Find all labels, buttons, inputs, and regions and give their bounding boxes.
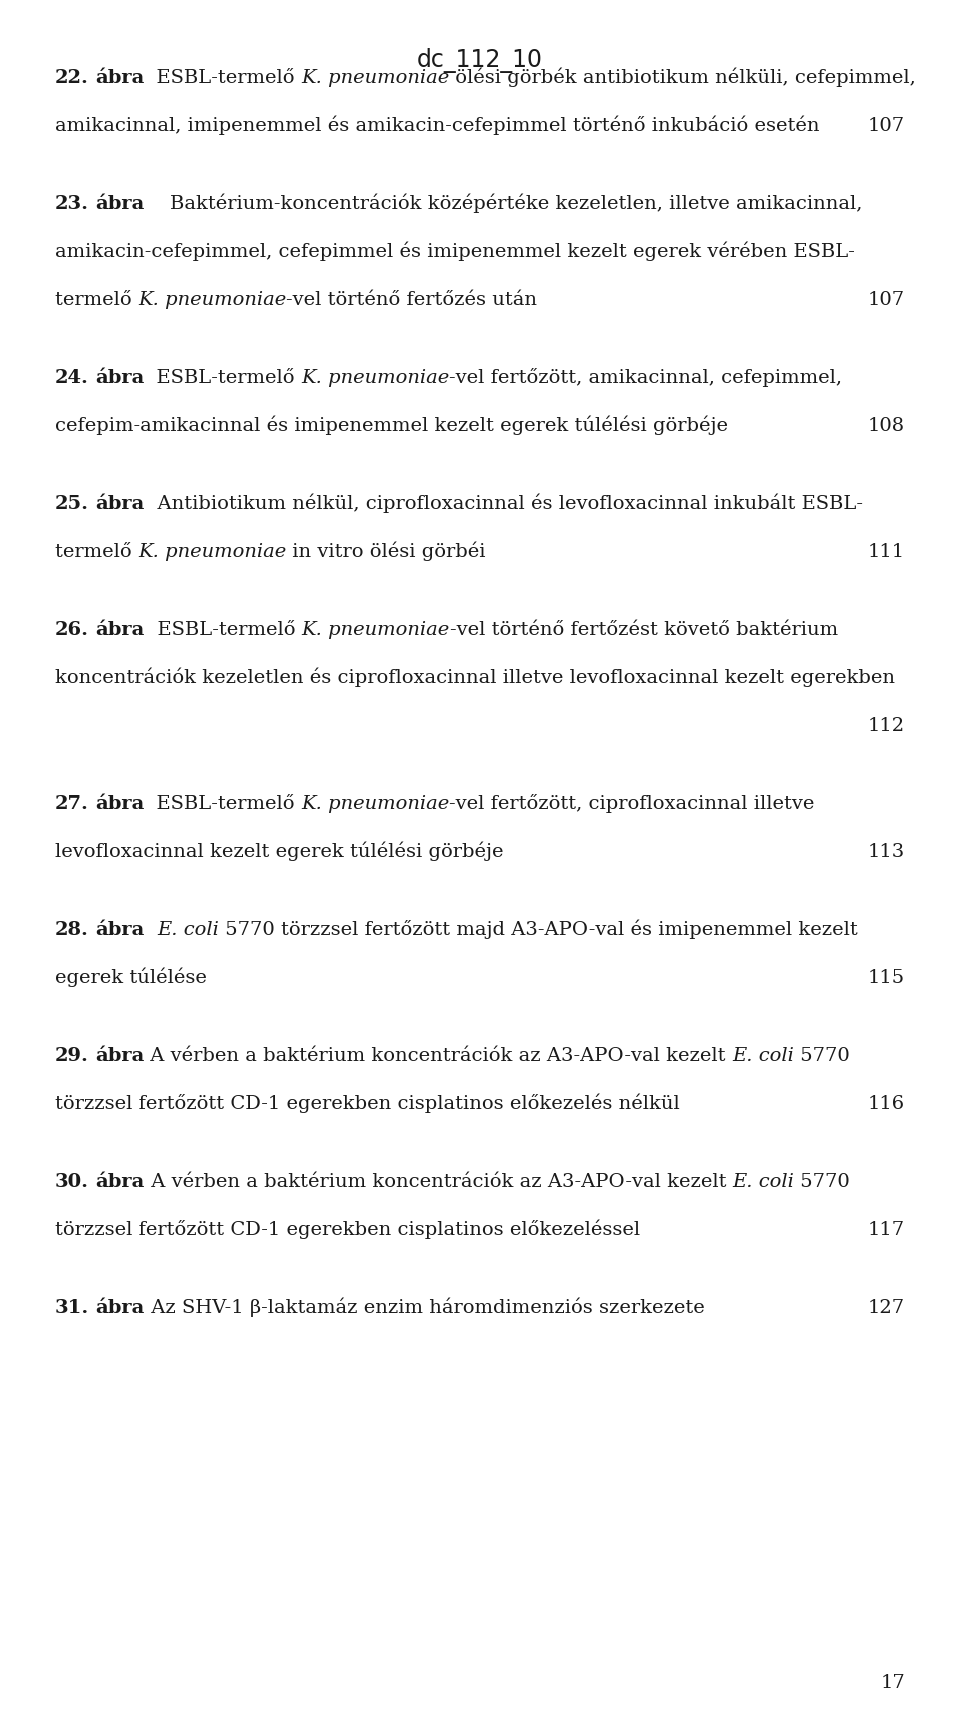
Text: ábra: ábra: [95, 1047, 145, 1065]
Text: E. coli: E. coli: [732, 1047, 794, 1065]
Text: törzzsel fertőzött CD-1 egerekben cisplatinos előkezelés nélkül: törzzsel fertőzött CD-1 egerekben cispla…: [55, 1093, 680, 1113]
Text: -vel történő fertőzés után: -vel történő fertőzés után: [286, 291, 538, 308]
Text: ESBL-termelő: ESBL-termelő: [145, 622, 301, 639]
Text: 28.: 28.: [55, 922, 89, 939]
Text: cefepim-amikacinnal és imipenemmel kezelt egerek túlélési görbéje: cefepim-amikacinnal és imipenemmel kezel…: [55, 416, 728, 435]
Text: amikacin-cefepimmel, cefepimmel és imipenemmel kezelt egerek vérében ESBL-: amikacin-cefepimmel, cefepimmel és imipe…: [55, 242, 854, 260]
Text: 127: 127: [868, 1298, 905, 1317]
Text: 108: 108: [868, 416, 905, 435]
Text: 5770: 5770: [794, 1173, 850, 1191]
Text: ábra: ábra: [95, 495, 145, 512]
Text: termelő: termelő: [55, 543, 138, 560]
Text: 24.: 24.: [55, 368, 89, 387]
Text: K. pneumoniae: K. pneumoniae: [301, 368, 449, 387]
Text: 25.: 25.: [55, 495, 89, 512]
Text: 107: 107: [868, 291, 905, 308]
Text: 107: 107: [868, 116, 905, 135]
Text: ESBL-termelő: ESBL-termelő: [145, 795, 301, 814]
Text: 115: 115: [868, 970, 905, 987]
Text: A vérben a baktérium koncentrációk az A3-APO-val kezelt: A vérben a baktérium koncentrációk az A3…: [145, 1173, 732, 1191]
Text: 17: 17: [880, 1674, 905, 1692]
Text: K. pneumoniae: K. pneumoniae: [138, 291, 286, 308]
Text: ábra: ábra: [95, 368, 145, 387]
Text: 111: 111: [868, 543, 905, 560]
Text: 31.: 31.: [55, 1298, 89, 1317]
Text: 112: 112: [868, 718, 905, 735]
Text: ölési görbék antibiotikum nélküli, cefepimmel,: ölési görbék antibiotikum nélküli, cefep…: [449, 67, 916, 87]
Text: ábra: ábra: [95, 1173, 145, 1191]
Text: koncentrációk kezeletlen és ciprofloxacinnal illetve levofloxacinnal kezelt eger: koncentrációk kezeletlen és ciprofloxaci…: [55, 668, 895, 687]
Text: 113: 113: [868, 843, 905, 862]
Text: K. pneumoniae: K. pneumoniae: [138, 543, 286, 560]
Text: 22.: 22.: [55, 69, 89, 87]
Text: Antibiotikum nélkül, ciprofloxacinnal és levofloxacinnal inkubált ESBL-: Antibiotikum nélkül, ciprofloxacinnal és…: [145, 493, 863, 512]
Text: 30.: 30.: [55, 1173, 89, 1191]
Text: ábra: ábra: [95, 922, 145, 939]
Text: levofloxacinnal kezelt egerek túlélési görbéje: levofloxacinnal kezelt egerek túlélési g…: [55, 841, 503, 862]
Text: Az SHV-1 β-laktamáz enzim háromdimenziós szerkezete: Az SHV-1 β-laktamáz enzim háromdimenziós…: [145, 1297, 705, 1317]
Text: ESBL-termelő: ESBL-termelő: [145, 69, 301, 87]
Text: dc_112_10: dc_112_10: [417, 48, 543, 74]
Text: K. pneumoniae: K. pneumoniae: [301, 795, 449, 814]
Text: törzzsel fertőzött CD-1 egerekben cisplatinos előkezeléssel: törzzsel fertőzött CD-1 egerekben cispla…: [55, 1220, 640, 1238]
Text: -vel történő fertőzést követő baktérium: -vel történő fertőzést követő baktérium: [449, 622, 838, 639]
Text: 23.: 23.: [55, 195, 89, 212]
Text: in vitro ölési görbéi: in vitro ölési görbéi: [286, 541, 486, 560]
Text: K. pneumoniae: K. pneumoniae: [301, 69, 449, 87]
Text: ábra: ábra: [95, 69, 145, 87]
Text: 29.: 29.: [55, 1047, 89, 1065]
Text: -vel fertőzött, ciprofloxacinnal illetve: -vel fertőzött, ciprofloxacinnal illetve: [449, 795, 815, 814]
Text: ábra: ábra: [95, 1298, 145, 1317]
Text: ábra: ábra: [95, 622, 145, 639]
Text: -vel fertőzött, amikacinnal, cefepimmel,: -vel fertőzött, amikacinnal, cefepimmel,: [449, 368, 843, 387]
Text: E. coli: E. coli: [157, 922, 219, 939]
Text: 116: 116: [868, 1095, 905, 1113]
Text: Baktérium-koncentrációk középértéke kezeletlen, illetve amikacinnal,: Baktérium-koncentrációk középértéke keze…: [145, 194, 862, 212]
Text: 5770 törzzsel fertőzött majd A3-APO-val és imipenemmel kezelt: 5770 törzzsel fertőzött majd A3-APO-val …: [219, 920, 857, 939]
Text: ábra: ábra: [95, 795, 145, 814]
Text: amikacinnal, imipenemmel és amikacin-cefepimmel történő inkubáció esetén: amikacinnal, imipenemmel és amikacin-cef…: [55, 115, 820, 135]
Text: ábra: ábra: [95, 195, 145, 212]
Text: ESBL-termelő: ESBL-termelő: [145, 368, 301, 387]
Text: 117: 117: [868, 1221, 905, 1238]
Text: E. coli: E. coli: [732, 1173, 794, 1191]
Text: 27.: 27.: [55, 795, 89, 814]
Text: A vérben a baktérium koncentrációk az A3-APO-val kezelt: A vérben a baktérium koncentrációk az A3…: [145, 1047, 732, 1065]
Text: 5770: 5770: [794, 1047, 850, 1065]
Text: 26.: 26.: [55, 622, 89, 639]
Text: termelő: termelő: [55, 291, 138, 308]
Text: K. pneumoniae: K. pneumoniae: [301, 622, 449, 639]
Text: egerek túlélése: egerek túlélése: [55, 968, 206, 987]
